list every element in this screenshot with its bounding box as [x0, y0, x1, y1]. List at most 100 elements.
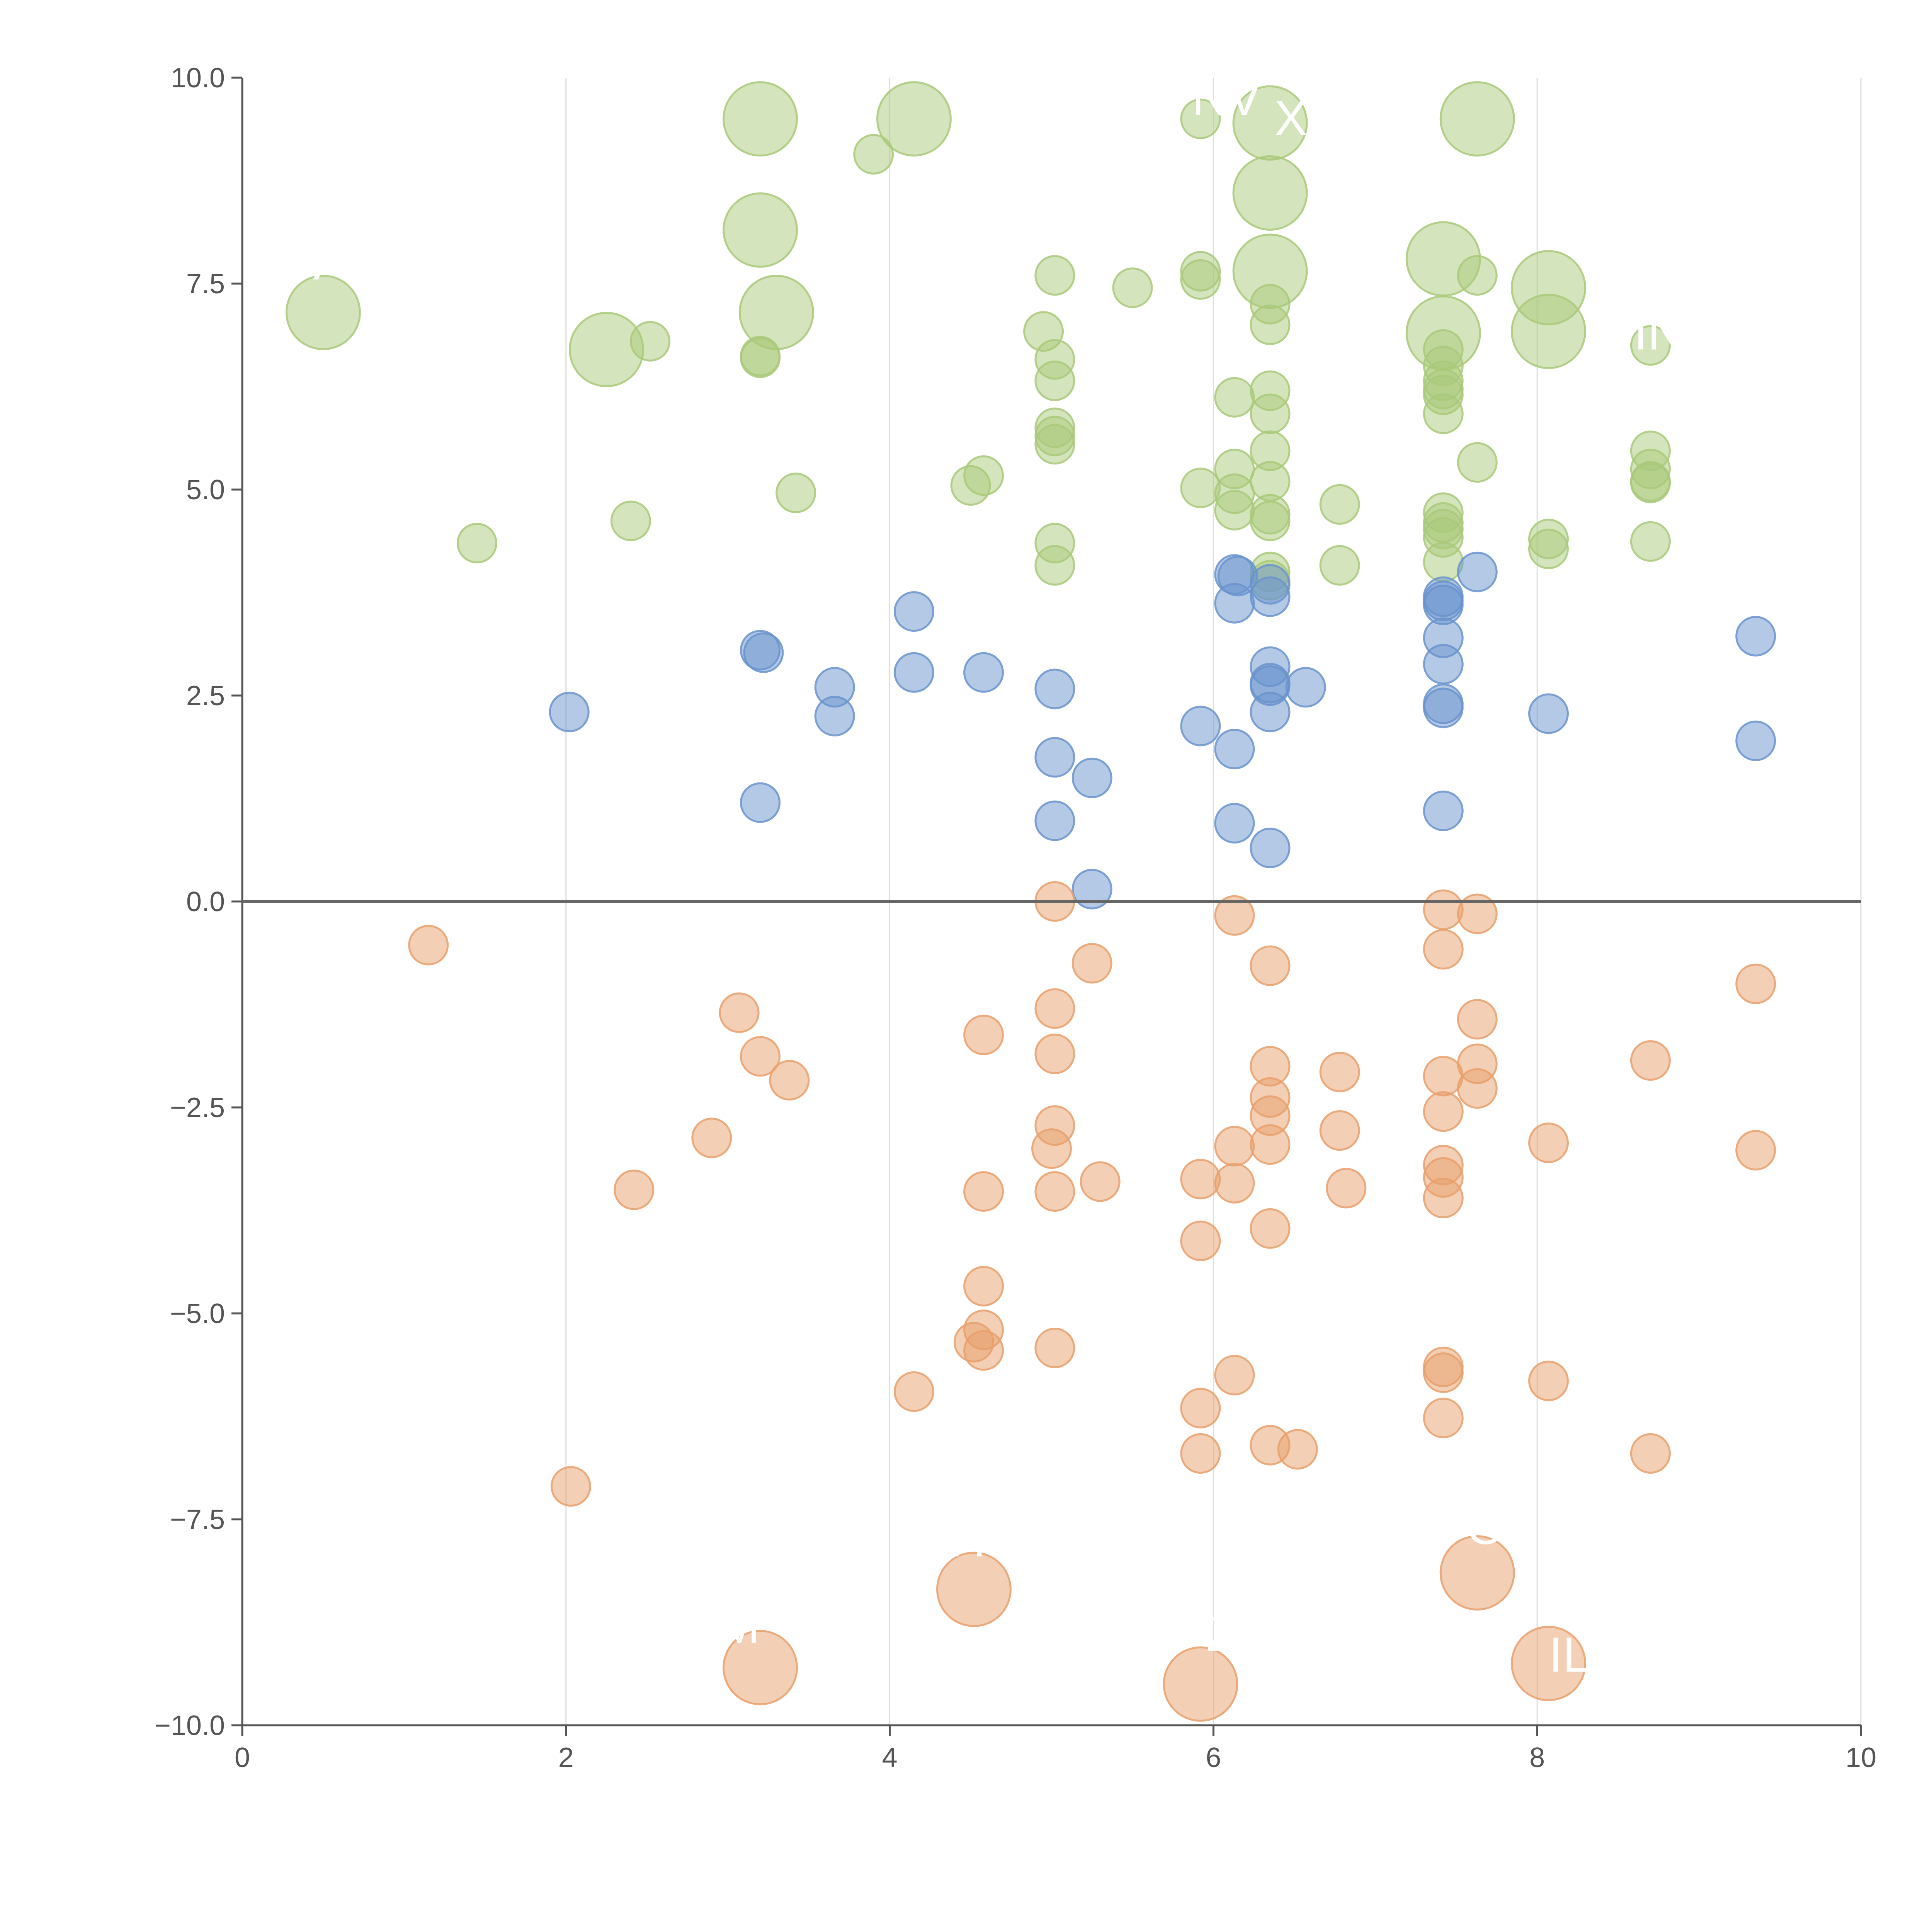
point-annotation: Z — [1206, 1607, 1236, 1662]
orange-point — [1528, 1361, 1569, 1401]
green-point — [1112, 267, 1153, 308]
green-point — [1630, 325, 1671, 366]
green-point — [1034, 255, 1075, 296]
blue-point — [893, 652, 934, 693]
blue-point — [1034, 737, 1075, 778]
blue-point — [963, 652, 1004, 693]
blue-point — [549, 692, 590, 733]
y-tick-label: −2.5 — [170, 1092, 225, 1123]
green-point — [963, 455, 1004, 496]
green-point — [1423, 542, 1464, 583]
y-tick-label: 5.0 — [186, 474, 225, 505]
green-point — [853, 134, 894, 175]
orange-point — [1277, 1429, 1318, 1470]
green-point — [1250, 393, 1291, 434]
green-point — [456, 523, 497, 564]
orange-point — [936, 1551, 1012, 1627]
blue-point — [1214, 583, 1255, 624]
green-point — [1439, 81, 1515, 157]
blue-point — [814, 696, 855, 736]
y-tick-label: −7.5 — [170, 1504, 225, 1535]
orange-point — [963, 1330, 1004, 1371]
green-point — [1319, 484, 1360, 525]
point-annotation: IN — [1634, 305, 1683, 361]
blue-point — [740, 782, 781, 823]
orange-point — [1163, 1646, 1238, 1722]
blue-point — [893, 591, 934, 632]
green-point — [1180, 468, 1221, 509]
blue-point — [1214, 803, 1255, 844]
blue-point — [1214, 729, 1255, 770]
green-point — [776, 473, 816, 514]
orange-point — [1511, 1626, 1587, 1701]
orange-point — [1034, 1033, 1075, 1074]
point-annotation: IL — [1549, 1627, 1590, 1682]
blue-point — [1071, 757, 1112, 798]
axes-layer: −10.0 −7.5 −5.0 −2.5 0.0 2.5 5.0 7.5 10.0 0 2 4 6 8 10 — [155, 63, 1876, 1773]
blue-point — [1285, 667, 1326, 708]
blue-point — [1250, 692, 1291, 733]
orange-point — [1214, 1126, 1255, 1167]
orange-point — [1630, 1040, 1671, 1081]
green-point — [1511, 294, 1587, 369]
blue-point — [1034, 800, 1075, 841]
blue-point — [1423, 644, 1464, 685]
labels-layer: VA NV XE IN KH VO M Z IL — [284, 70, 1683, 1682]
green-point — [1528, 529, 1569, 570]
orange-point — [1034, 1171, 1075, 1212]
green-point — [1034, 424, 1075, 465]
blue-point — [1180, 706, 1221, 747]
green-point — [1034, 361, 1075, 401]
orange-point — [1439, 1535, 1515, 1611]
orange-point — [1250, 1124, 1291, 1165]
green-point — [1630, 463, 1671, 503]
orange-point — [1457, 999, 1498, 1040]
orange-point — [1034, 1328, 1075, 1369]
green-point — [1250, 500, 1291, 541]
orange-point — [1326, 1168, 1367, 1209]
orange-point — [1423, 1352, 1464, 1393]
y-tick-label: 10.0 — [171, 63, 225, 94]
orange-point — [1423, 1056, 1464, 1097]
orange-point — [1214, 1355, 1255, 1396]
green-point — [610, 500, 651, 541]
orange-point — [1071, 943, 1112, 984]
green-point — [1423, 393, 1464, 434]
blue-point — [1250, 827, 1291, 868]
point-annotation: KH — [917, 1512, 986, 1567]
point-annotation: M — [719, 1599, 760, 1654]
blue-point — [1034, 668, 1075, 709]
green-point — [1214, 490, 1255, 531]
green-point — [1250, 304, 1291, 345]
orange-point — [1180, 1158, 1221, 1199]
green-point — [1630, 521, 1671, 562]
green-point — [1214, 377, 1255, 418]
blue-point — [1457, 551, 1498, 592]
orange-point — [1180, 1388, 1221, 1429]
x-tick-label: 2 — [558, 1742, 574, 1773]
orange-point — [1214, 1163, 1255, 1204]
orange-point — [1034, 988, 1075, 1029]
x-tick-label: 4 — [882, 1742, 898, 1773]
blue-point — [1071, 869, 1112, 910]
orange-point — [1528, 1122, 1569, 1163]
blue-point — [1528, 693, 1569, 734]
blue-point — [1423, 687, 1464, 728]
orange-point — [1180, 1433, 1221, 1474]
y-tick-label: 2.5 — [186, 680, 225, 711]
blue-point — [743, 632, 784, 673]
green-point — [876, 81, 952, 157]
green-point — [1457, 442, 1498, 483]
green-point — [1457, 255, 1498, 296]
green-point — [1180, 259, 1221, 300]
blue-point — [1250, 576, 1291, 617]
orange-point — [1031, 1128, 1072, 1169]
green-point — [738, 275, 814, 350]
blue-point — [1735, 616, 1776, 656]
orange-point — [691, 1117, 732, 1158]
orange-point — [1214, 895, 1255, 936]
y-tick-label: −5.0 — [170, 1298, 225, 1329]
orange-point — [1423, 1398, 1464, 1439]
y-tick-label: −10.0 — [155, 1710, 225, 1741]
